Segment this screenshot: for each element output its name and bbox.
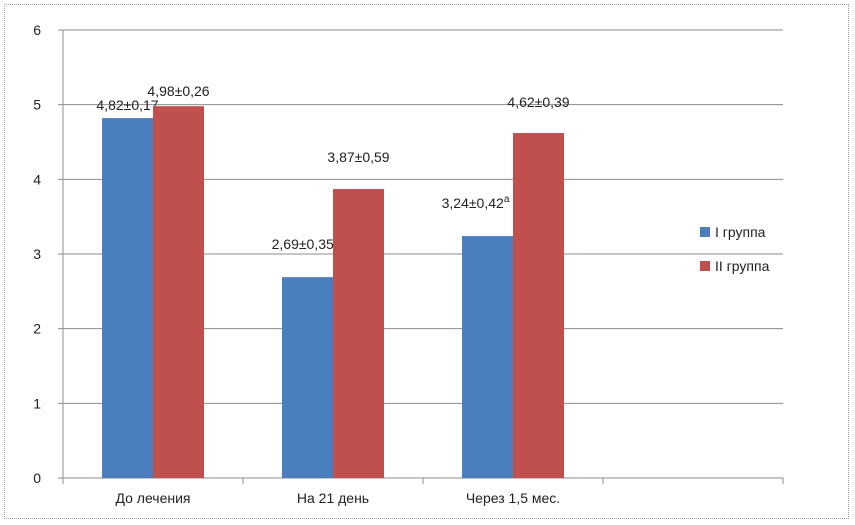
y-tick-label: 5 <box>33 97 41 113</box>
data-label-value: 2,69±0,35 <box>272 236 334 252</box>
y-tick-label: 2 <box>33 321 41 337</box>
data-label-value: 4,62±0,39 <box>507 94 569 110</box>
legend-label: II группа <box>715 258 770 274</box>
data-label-value: 4,82±0,17 <box>96 97 158 113</box>
y-tick-label: 4 <box>33 171 41 187</box>
chart-frame <box>4 4 849 519</box>
data-label-superscript: a <box>504 194 510 205</box>
data-label-value: 3,87±0,59 <box>327 149 389 165</box>
x-tick-label: До лечения <box>115 490 190 506</box>
data-label: 4,62±0,39 <box>507 94 569 110</box>
data-label: 2,69±0,35a <box>272 235 340 252</box>
bar-group-ii <box>153 106 204 478</box>
y-tick-label: 6 <box>33 22 41 38</box>
data-label-value: 4,98±0,26 <box>147 83 209 99</box>
data-label: 3,24±0,42a <box>442 194 510 211</box>
x-tick-label: Через 1,5 мес. <box>466 490 560 506</box>
data-label-value: 3,24±0,42 <box>442 195 504 211</box>
data-label: 4,82±0,17 <box>96 97 158 113</box>
data-label: 3,87±0,59 <box>327 149 389 165</box>
legend-swatch <box>700 261 710 271</box>
y-tick-label: 0 <box>33 470 41 486</box>
bar-group-i <box>102 118 153 479</box>
bar-group-ii <box>513 133 564 479</box>
data-label: 4,98±0,26 <box>147 83 209 99</box>
legend-label: I группа <box>715 224 766 240</box>
bar-group-i <box>282 277 333 478</box>
legend-swatch <box>700 227 710 237</box>
bar-group-i <box>462 236 513 478</box>
x-tick-label: На 21 день <box>297 490 369 506</box>
y-tick-label: 1 <box>33 395 41 411</box>
bar-group-ii <box>333 189 384 479</box>
y-tick-label: 3 <box>33 246 41 262</box>
